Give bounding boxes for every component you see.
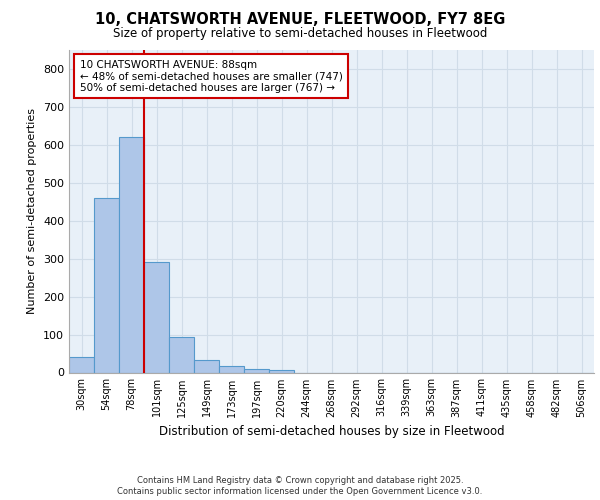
Text: Contains public sector information licensed under the Open Government Licence v3: Contains public sector information licen… (118, 487, 482, 496)
Bar (219, 366, 244, 372)
Bar (269, 370, 294, 372)
Text: Size of property relative to semi-detached houses in Fleetwood: Size of property relative to semi-detach… (113, 28, 487, 40)
Bar (244, 368, 269, 372)
X-axis label: Distribution of semi-detached houses by size in Fleetwood: Distribution of semi-detached houses by … (158, 425, 505, 438)
Bar (119, 138, 144, 372)
Text: 10 CHATSWORTH AVENUE: 88sqm
← 48% of semi-detached houses are smaller (747)
50% : 10 CHATSWORTH AVENUE: 88sqm ← 48% of sem… (79, 60, 343, 93)
Text: 10, CHATSWORTH AVENUE, FLEETWOOD, FY7 8EG: 10, CHATSWORTH AVENUE, FLEETWOOD, FY7 8E… (95, 12, 505, 28)
Bar (169, 337, 194, 372)
Y-axis label: Number of semi-detached properties: Number of semi-detached properties (28, 108, 37, 314)
Bar (194, 360, 219, 372)
Bar (94, 198, 119, 372)
Text: Contains HM Land Registry data © Crown copyright and database right 2025.: Contains HM Land Registry data © Crown c… (137, 476, 463, 485)
Bar (144, 262, 169, 372)
Bar (69, 356, 94, 372)
